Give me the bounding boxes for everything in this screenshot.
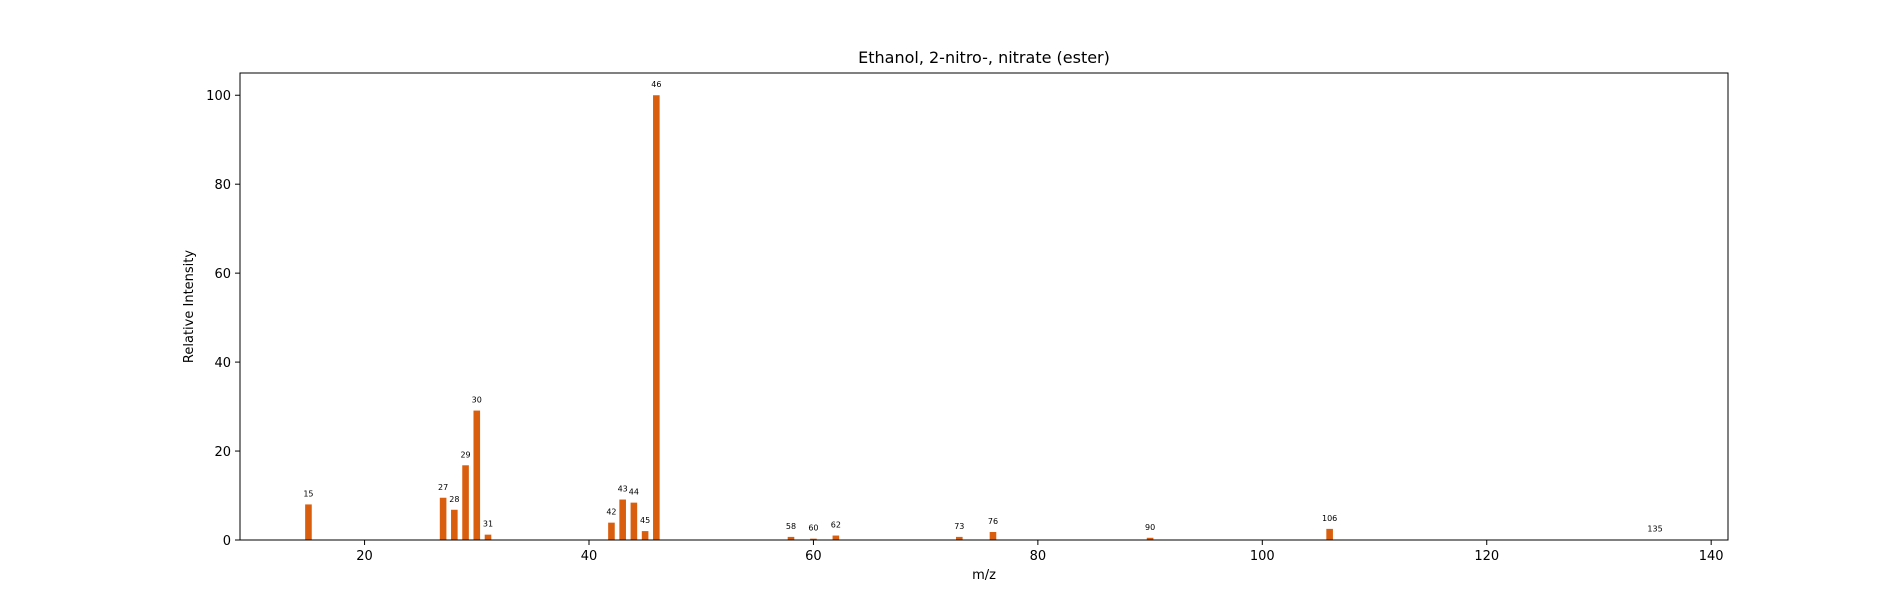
x-tick-label: 100 xyxy=(1250,549,1275,564)
x-axis-label: m/z xyxy=(972,568,996,583)
peak-bar-45 xyxy=(642,531,649,540)
peak-label-44: 44 xyxy=(629,488,639,497)
x-tick-label: 140 xyxy=(1699,549,1724,564)
peak-label-46: 46 xyxy=(651,80,661,89)
y-tick-label: 20 xyxy=(214,445,231,460)
peak-bar-62 xyxy=(833,536,840,540)
peak-label-106: 106 xyxy=(1322,514,1337,523)
peak-bar-28 xyxy=(451,510,458,540)
peak-bar-44 xyxy=(631,503,638,540)
peak-label-30: 30 xyxy=(472,396,482,405)
x-tick-label: 40 xyxy=(581,549,598,564)
peak-label-43: 43 xyxy=(618,485,628,494)
peak-bar-42 xyxy=(608,523,615,540)
peak-label-76: 76 xyxy=(988,517,998,526)
peak-bar-46 xyxy=(653,95,660,540)
y-tick-label: 100 xyxy=(206,89,231,104)
peak-bar-31 xyxy=(485,535,492,540)
peak-bar-106 xyxy=(1326,529,1333,540)
y-tick-label: 0 xyxy=(223,534,231,549)
peak-label-45: 45 xyxy=(640,516,650,525)
y-tick-label: 80 xyxy=(214,178,231,193)
y-tick-label: 40 xyxy=(214,356,231,371)
y-axis-ticks: 0 20 40 60 80 100 xyxy=(206,89,240,549)
x-tick-label: 20 xyxy=(356,549,373,564)
peak-label-90: 90 xyxy=(1145,523,1155,532)
peak-bar-76 xyxy=(990,532,997,540)
bars-layer xyxy=(305,95,1658,540)
peak-bar-29 xyxy=(462,465,469,540)
y-axis-label: Relative Intensity xyxy=(182,250,197,363)
peak-label-15: 15 xyxy=(303,489,313,498)
peak-label-42: 42 xyxy=(606,508,616,517)
peak-label-60: 60 xyxy=(808,524,818,533)
x-tick-label: 80 xyxy=(1030,549,1047,564)
peak-bar-27 xyxy=(440,498,447,540)
peak-bar-30 xyxy=(473,411,480,540)
x-axis-ticks: 20 40 60 80 100 120 140 xyxy=(356,540,1723,564)
peak-label-27: 27 xyxy=(438,483,448,492)
peak-bar-15 xyxy=(305,504,312,540)
peak-bar-43 xyxy=(619,500,626,540)
peak-label-135: 135 xyxy=(1647,525,1662,534)
peak-label-62: 62 xyxy=(831,521,841,530)
peak-label-29: 29 xyxy=(460,450,470,459)
chart-title: Ethanol, 2-nitro-, nitrate (ester) xyxy=(858,48,1110,67)
peak-label-28: 28 xyxy=(449,495,459,504)
x-tick-label: 120 xyxy=(1474,549,1499,564)
peak-label-58: 58 xyxy=(786,522,796,531)
peak-label-31: 31 xyxy=(483,520,493,529)
peak-label-73: 73 xyxy=(954,522,964,531)
y-tick-label: 60 xyxy=(214,267,231,282)
x-tick-label: 60 xyxy=(805,549,822,564)
